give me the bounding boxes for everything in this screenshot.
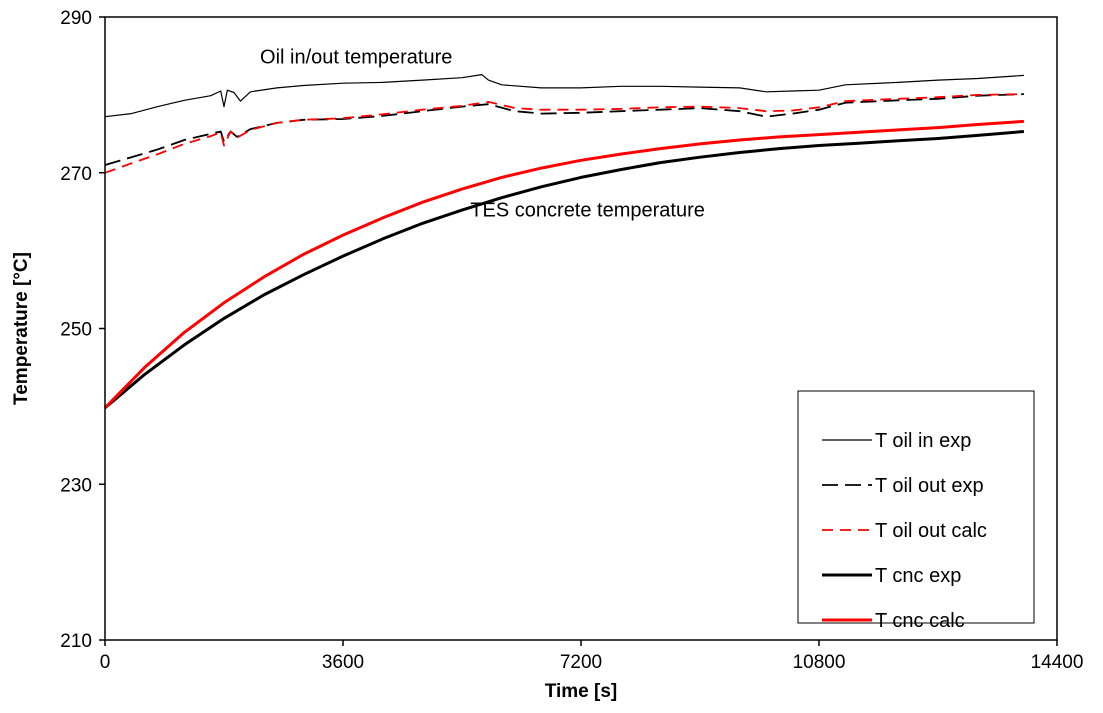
y-tick-label: 290 (60, 8, 92, 29)
y-tick-label: 250 (60, 320, 92, 341)
axes: 0 3600 7200 10800 14400 210 230 250 270 290 (60, 8, 1083, 673)
x-axis-title: Time [s] (545, 681, 618, 702)
x-tick-label: 10800 (793, 652, 846, 673)
annotations: Oil in/out temperature TES concrete tempe… (260, 47, 705, 222)
x-tick-label: 0 (100, 652, 111, 673)
legend-label-t-oil-out-exp: T oil out exp (875, 475, 984, 497)
series-line-t-oil-out-calc (104, 93, 1024, 174)
series-line-t-oil-in-exp (104, 73, 1024, 118)
legend-label-t-cnc-exp: T cnc exp (875, 565, 961, 587)
x-tick-label: 14400 (1031, 652, 1084, 673)
legend-box (797, 390, 1035, 624)
y-axis-title: Temperature [°C] (11, 252, 32, 405)
y-tick-label: 210 (60, 631, 92, 652)
legend-label-t-oil-out-calc: T oil out calc (875, 520, 987, 542)
series-line-t-cnc-calc (103, 119, 1025, 409)
series-line-t-cnc-exp (104, 130, 1025, 410)
x-tick-label: 7200 (560, 652, 602, 673)
annotation-tes-concrete-temperature: TES concrete temperature (470, 199, 705, 221)
series-line-t-oil-out-exp (104, 93, 1024, 166)
legend: T oil in exp T oil out exp T oil out calc T… (797, 390, 1035, 632)
x-tick-label: 3600 (322, 652, 364, 673)
series-layer (103, 73, 1025, 410)
legend-label-t-cnc-calc: T cnc calc (875, 610, 965, 632)
annotation-oil-in-out-temperature: Oil in/out temperature (260, 47, 452, 69)
y-tick-label: 230 (60, 475, 92, 496)
y-tick-label: 270 (60, 164, 92, 185)
legend-label-t-oil-in-exp: T oil in exp (875, 430, 971, 452)
